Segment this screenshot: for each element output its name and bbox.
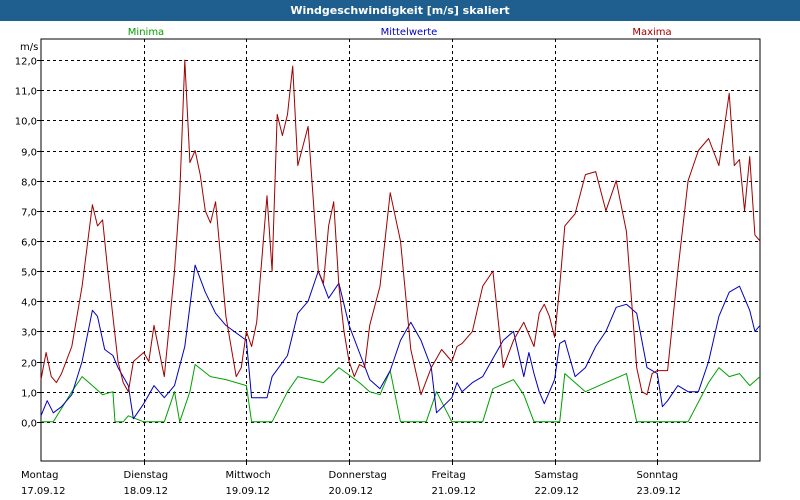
y-tick-label: 3,0	[21, 328, 37, 339]
x-tick-date: 18.09.12	[124, 486, 169, 497]
x-tick-date: 17.09.12	[21, 486, 66, 497]
x-tick-date: 22.09.12	[535, 486, 580, 497]
y-tick-label: 10,0	[15, 117, 37, 128]
series-line-mittelwerte	[40, 264, 761, 420]
y-tick-label: 0,0	[21, 419, 37, 430]
x-tick-day: Donnerstag	[329, 470, 387, 481]
x-tick-day: Sonntag	[637, 470, 679, 481]
legend-maxima: Maxima	[632, 27, 671, 38]
y-tick-label: 11,0	[15, 87, 37, 98]
x-tick-date: 21.09.12	[432, 486, 477, 497]
y-tick-label: 12,0	[15, 57, 37, 68]
y-axis: 0,0 1,0 2,0 3,0 4,0 5,0 6,0 7,0 8,0 9,0 10,0 11,0 12…	[15, 42, 41, 430]
plot-frame	[40, 38, 761, 462]
legend: Minima Mittelwerte Maxima	[128, 27, 672, 38]
y-tick-label: 8,0	[21, 178, 37, 189]
y-tick-label: 6,0	[21, 238, 37, 249]
window-title: Windgeschwindigkeit [m/s] skaliert	[0, 0, 800, 21]
legend-mittelwerte: Mittelwerte	[381, 27, 438, 38]
chart-grid	[41, 39, 760, 461]
x-tick-day: Freitag	[432, 470, 466, 481]
x-tick-date: 19.09.12	[226, 486, 271, 497]
x-tick-day: Montag	[21, 470, 58, 481]
legend-minima: Minima	[128, 27, 164, 38]
series-group	[40, 59, 761, 423]
y-tick-label: 2,0	[21, 359, 37, 370]
y-tick-label: 1,0	[21, 389, 37, 400]
x-tick-day: Mittwoch	[226, 470, 271, 481]
y-tick-label: 9,0	[21, 148, 37, 159]
series-line-minima	[41, 364, 761, 423]
y-tick-label: 7,0	[21, 208, 37, 219]
x-axis: Montag 17.09.12 Dienstag 18.09.12 Mittwoch 19…	[21, 461, 681, 497]
x-tick-date: 23.09.12	[637, 486, 682, 497]
x-tick-day: Dienstag	[124, 470, 169, 481]
x-tick-day: Samstag	[535, 470, 579, 481]
series-line-maxima	[40, 59, 761, 396]
y-tick-label: 4,0	[21, 298, 37, 309]
x-tick-date: 20.09.12	[329, 486, 374, 497]
y-axis-label: m/s	[20, 42, 38, 53]
y-tick-label: 5,0	[21, 268, 37, 279]
